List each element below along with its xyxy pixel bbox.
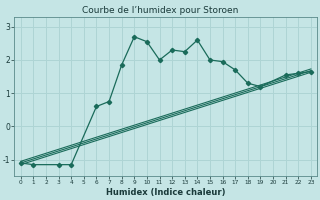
X-axis label: Humidex (Indice chaleur): Humidex (Indice chaleur) [106, 188, 226, 197]
Text: Courbe de l’humidex pour Storoen: Courbe de l’humidex pour Storoen [82, 6, 238, 15]
